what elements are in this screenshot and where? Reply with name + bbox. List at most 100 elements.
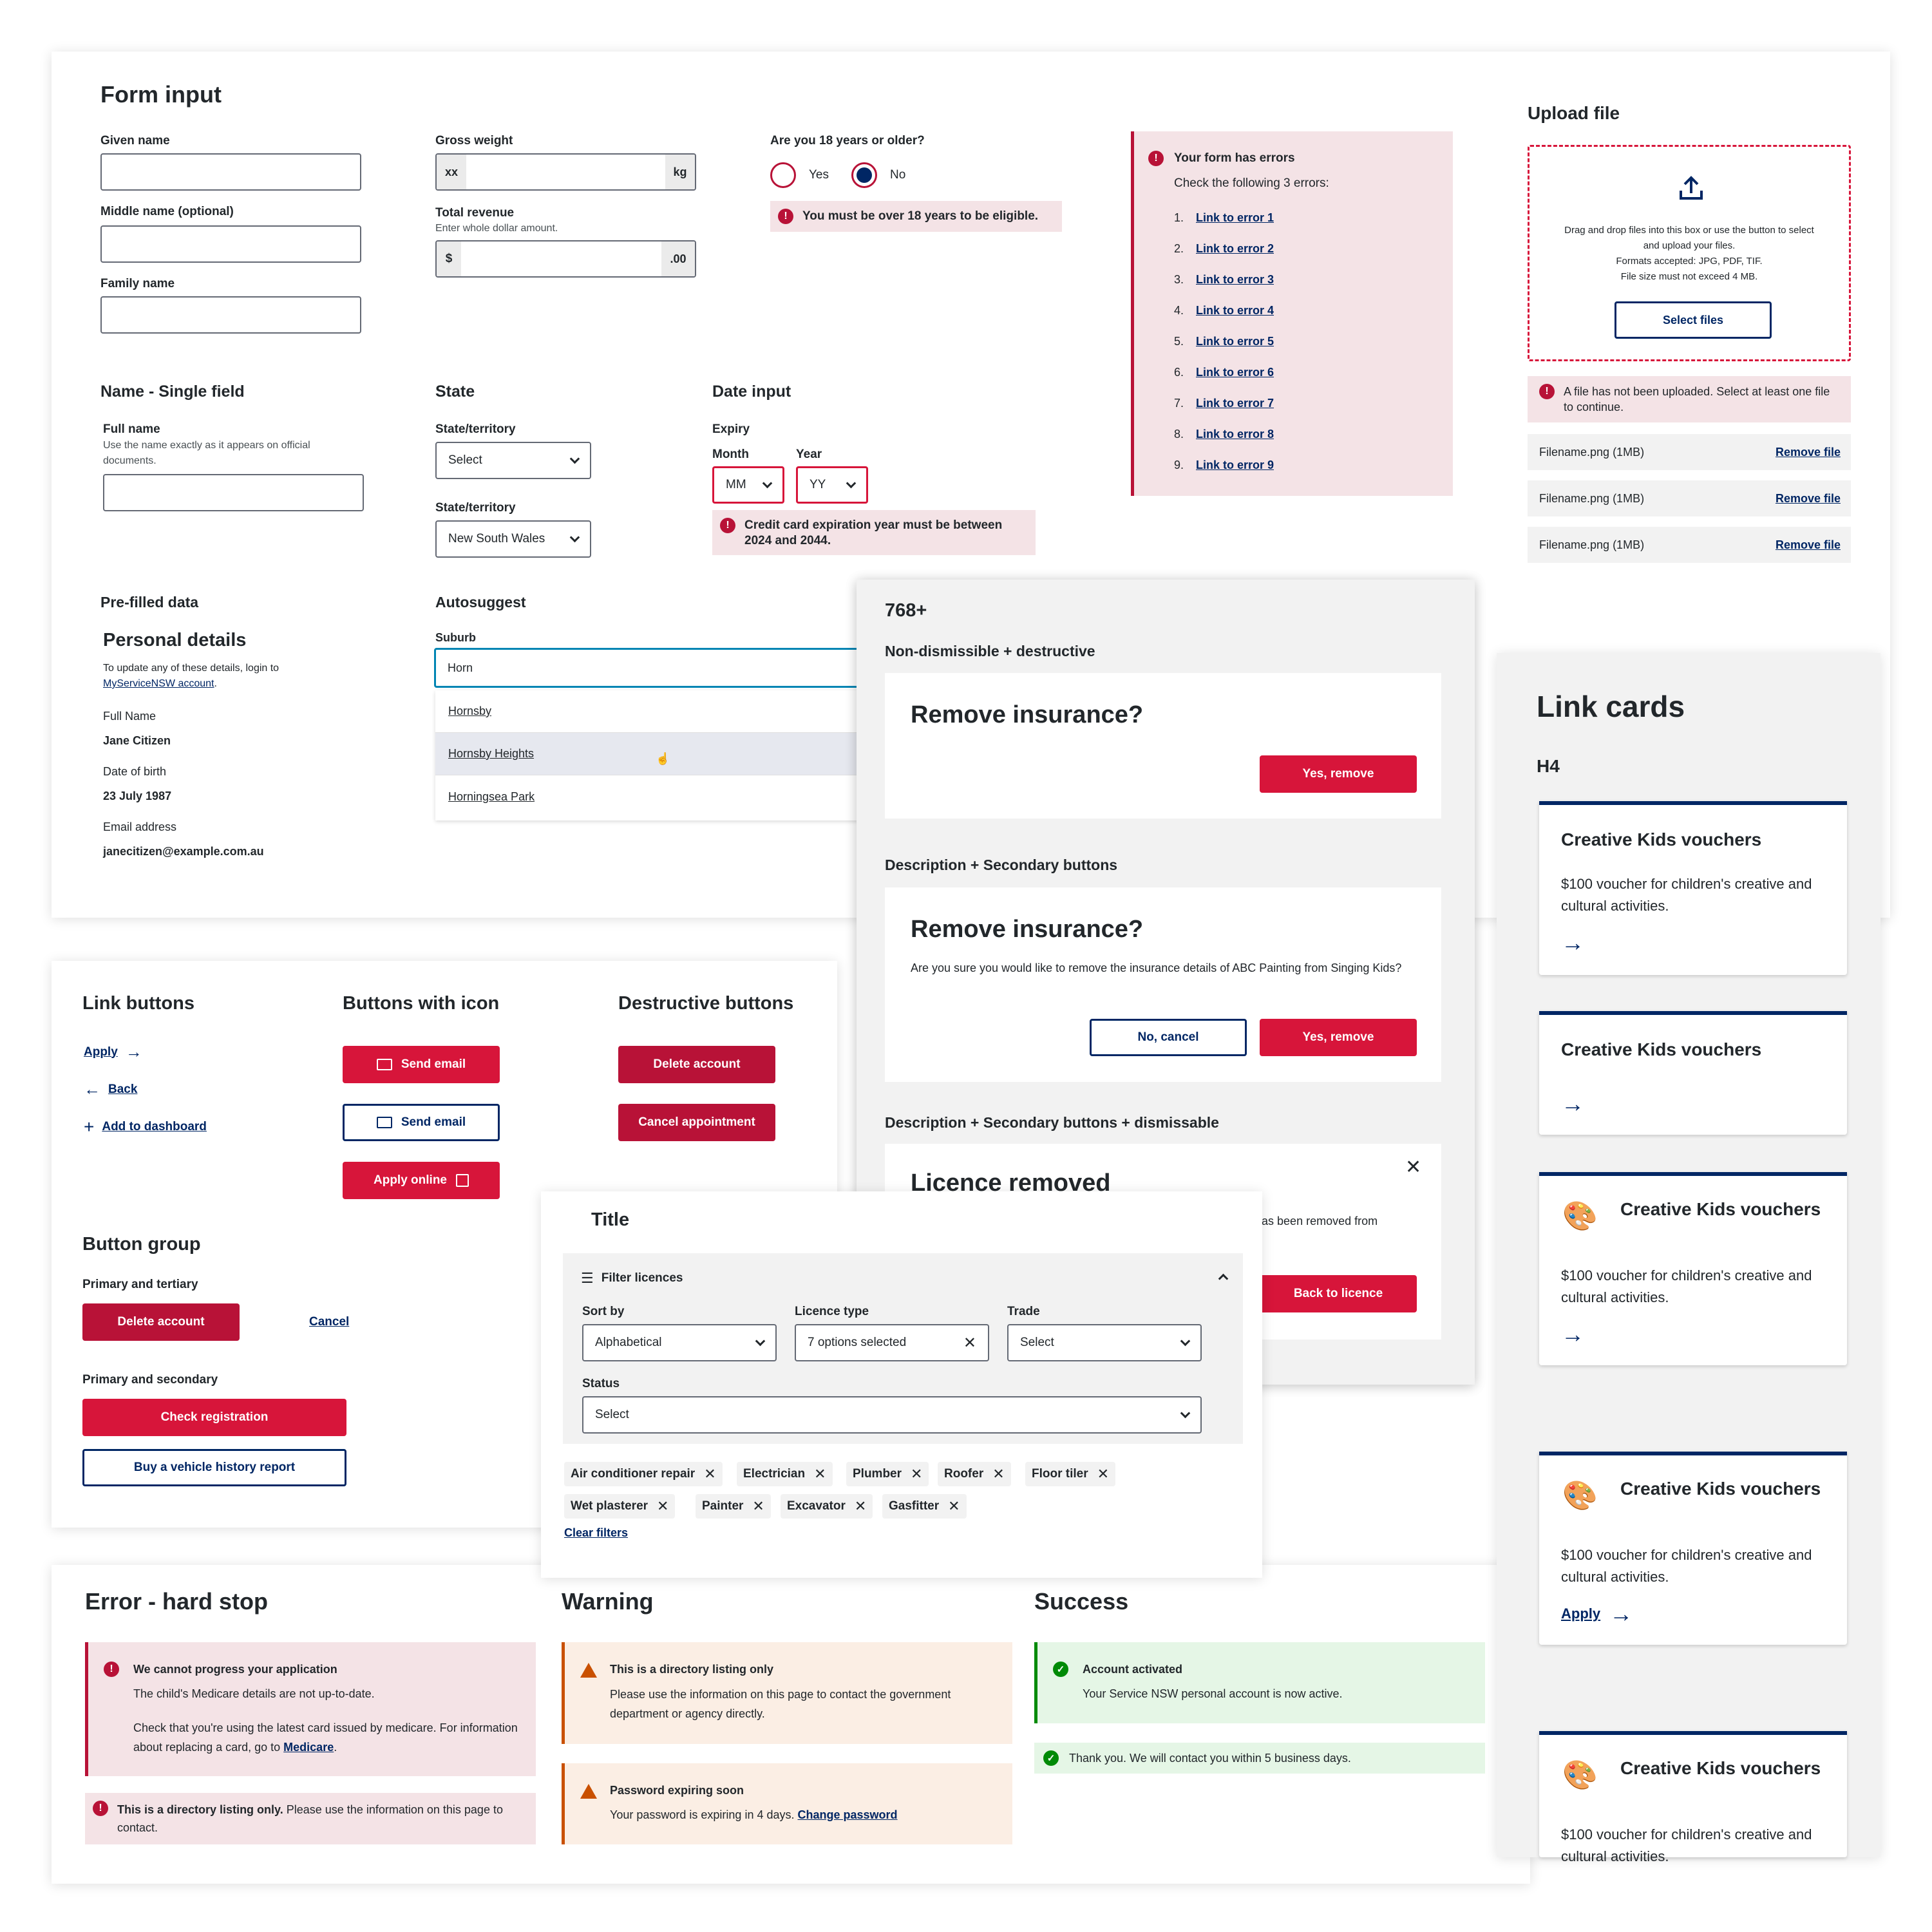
error-link[interactable]: Link to error 7 [1196, 396, 1274, 410]
state-select[interactable]: Select [435, 442, 591, 479]
link-card[interactable]: 🎨 Creative Kids vouchers $100 voucher for … [1539, 1731, 1847, 1864]
error-list-item: 2. Link to error 2 [1174, 233, 1274, 264]
breakpoint-label: 768+ [885, 600, 927, 621]
status-select[interactable]: Select [582, 1396, 1202, 1434]
close-icon[interactable]: ✕ [704, 1466, 716, 1482]
clear-filters-link[interactable]: Clear filters [564, 1526, 629, 1539]
error-link[interactable]: Link to error 1 [1196, 211, 1274, 224]
apply-online-button[interactable]: Apply online [343, 1162, 500, 1199]
form-title: Form input [100, 81, 222, 108]
close-icon[interactable]: ✕ [814, 1466, 826, 1482]
myservice-link[interactable]: MyServiceNSW account [103, 678, 214, 689]
send-email-secondary-button[interactable]: Send email [343, 1104, 500, 1141]
filter-tag[interactable]: Electrician ✕ [737, 1462, 833, 1486]
add-dashboard-link[interactable]: + Add to dashboard [84, 1117, 207, 1137]
error-number: 9. [1174, 458, 1184, 471]
remove-file-link[interactable]: Remove file [1775, 491, 1841, 505]
chevron-up-icon[interactable] [1218, 1273, 1229, 1284]
delete-account-button[interactable]: Delete account [618, 1046, 775, 1083]
close-icon[interactable]: ✕ [948, 1498, 960, 1514]
total-revenue-input[interactable]: $ .00 [435, 240, 696, 278]
check-registration-button[interactable]: Check registration [82, 1399, 346, 1436]
error-link[interactable]: Link to error 4 [1196, 303, 1274, 317]
card-apply-link[interactable]: Apply → [1561, 1600, 1633, 1627]
buy-report-button[interactable]: Buy a vehicle history report [82, 1449, 346, 1486]
chevron-down-icon [762, 478, 773, 488]
filter-tag[interactable]: Air conditioner repair ✕ [564, 1462, 723, 1486]
close-icon[interactable]: ✕ [911, 1466, 923, 1482]
send-email-button[interactable]: Send email [343, 1046, 500, 1083]
close-icon[interactable]: ✕ [752, 1498, 764, 1514]
year-select[interactable]: YY [796, 466, 868, 504]
filter-tag[interactable]: Plumber ✕ [846, 1462, 929, 1486]
error-link[interactable]: Link to error 3 [1196, 272, 1274, 286]
full-name-input[interactable] [103, 474, 364, 511]
filter-tag[interactable]: Gasfitter ✕ [882, 1494, 967, 1519]
link-card[interactable]: 🎨 Creative Kids vouchers $100 voucher for … [1539, 1172, 1847, 1365]
apply-link[interactable]: Apply → [84, 1042, 142, 1061]
back-link[interactable]: ← Back [84, 1079, 138, 1099]
arrow-right-icon: → [1561, 929, 1584, 956]
filter-tag[interactable]: Floor tiler ✕ [1025, 1462, 1116, 1486]
cancel-link[interactable]: Cancel [309, 1315, 350, 1329]
month-select[interactable]: MM [712, 466, 784, 504]
state-select-filled[interactable]: New South Wales [435, 520, 591, 558]
family-name-input[interactable] [100, 296, 361, 334]
remove-file-link[interactable]: Remove file [1775, 538, 1841, 551]
dialog-description: Are you sure you would like to remove th… [911, 961, 1402, 974]
palette-icon: 🎨 [1562, 1480, 1598, 1511]
error-heading: Error - hard stop [85, 1588, 269, 1615]
suburb-input[interactable]: Horn [434, 648, 923, 688]
sort-by-select[interactable]: Alphabetical [582, 1324, 777, 1361]
middle-name-input[interactable] [100, 225, 361, 263]
close-icon[interactable]: ✕ [854, 1498, 867, 1514]
close-icon[interactable]: ✕ [992, 1466, 1005, 1482]
clear-icon[interactable]: ✕ [963, 1334, 976, 1352]
suggestion-item[interactable]: Horningsea Park [448, 790, 535, 803]
licence-type-select[interactable]: 7 options selected ✕ [795, 1324, 989, 1361]
yes-remove-button[interactable]: Yes, remove [1260, 1019, 1417, 1056]
remove-file-link[interactable]: Remove file [1775, 445, 1841, 459]
filter-tag[interactable]: Excavator ✕ [781, 1494, 873, 1519]
error-link[interactable]: Link to error 9 [1196, 458, 1274, 471]
error-link[interactable]: Link to error 5 [1196, 334, 1274, 348]
file-list: Filename.png (1MB) Remove file Filename.pn… [1528, 434, 1851, 573]
error-alert: ! We cannot progress your application Th… [85, 1642, 536, 1776]
cancel-appointment-button[interactable]: Cancel appointment [618, 1104, 775, 1141]
medicare-link[interactable]: Medicare [283, 1741, 334, 1754]
error-alert-p1: The child's Medicare details are not up-… [133, 1687, 375, 1700]
link-card[interactable]: 🎨 Creative Kids vouchers $100 voucher for … [1539, 1452, 1847, 1645]
filter-tag[interactable]: Roofer ✕ [938, 1462, 1011, 1486]
trade-select[interactable]: Select [1007, 1324, 1202, 1361]
suggestion-item[interactable]: Hornsby [435, 690, 925, 733]
filter-tag[interactable]: Painter ✕ [696, 1494, 771, 1519]
no-cancel-button[interactable]: No, cancel [1090, 1019, 1247, 1056]
close-icon[interactable]: ✕ [1097, 1466, 1110, 1482]
given-name-input[interactable] [100, 153, 361, 191]
filter-tag[interactable]: Wet plasterer ✕ [564, 1494, 676, 1519]
radio-yes[interactable]: Yes [770, 162, 829, 188]
suggestion-item-highlighted[interactable]: Hornsby Heights ☝ [435, 733, 925, 775]
state-heading: State [435, 383, 475, 401]
expiry-label: Expiry [712, 422, 750, 436]
link-card[interactable]: Creative Kids vouchers → [1539, 1011, 1847, 1135]
back-to-licence-button[interactable]: Back to licence [1260, 1275, 1417, 1312]
link-card[interactable]: Creative Kids vouchers $100 voucher for c… [1539, 801, 1847, 975]
select-files-button[interactable]: Select files [1615, 301, 1772, 339]
radio-no[interactable]: No [851, 162, 905, 188]
error-link[interactable]: Link to error 2 [1196, 242, 1274, 255]
error-inline: ! This is a directory listing only. Plea… [85, 1793, 536, 1844]
link-cards-panel: Link cards H4 Creative Kids vouchers $100… [1497, 653, 1880, 1864]
radio-circle-selected [851, 162, 877, 188]
upload-dropzone[interactable]: Drag and drop files into this box or use… [1528, 145, 1851, 361]
yes-remove-button[interactable]: Yes, remove [1260, 755, 1417, 793]
delete-account-group-button[interactable]: Delete account [82, 1303, 240, 1341]
error-link[interactable]: Link to error 6 [1196, 365, 1274, 379]
filter-toggle[interactable]: ☰ Filter licences [581, 1270, 683, 1286]
gross-weight-input[interactable]: xx kg [435, 153, 696, 191]
error-link[interactable]: Link to error 8 [1196, 427, 1274, 440]
close-icon[interactable]: ✕ [1405, 1157, 1422, 1178]
card-title: Creative Kids vouchers [1620, 1199, 1821, 1219]
close-icon[interactable]: ✕ [657, 1498, 669, 1514]
change-password-link[interactable]: Change password [797, 1808, 898, 1821]
